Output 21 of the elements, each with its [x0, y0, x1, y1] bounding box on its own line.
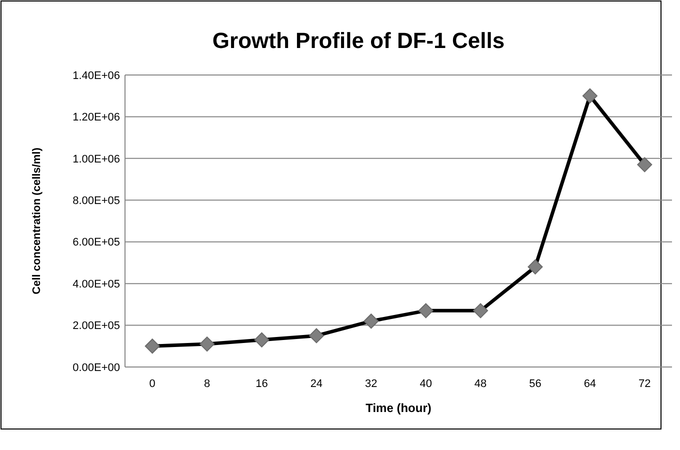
y-tick-label: 4.00E+05 [72, 278, 120, 290]
y-tick-label: 6.00E+05 [72, 236, 120, 249]
y-tick-label: 8.00E+05 [72, 194, 120, 207]
y-tick-label: 1.00E+06 [72, 153, 120, 166]
x-tick-label: 0 [149, 378, 156, 390]
y-tick-label: 1.40E+06 [72, 70, 120, 82]
x-tick-label: 24 [310, 378, 323, 390]
y-tick-label: 0.00E+00 [72, 362, 120, 374]
chart-title: Growth Profile of DF-1 Cells [212, 28, 505, 53]
x-tick-label: 56 [529, 378, 542, 390]
x-tick-label: 72 [638, 378, 651, 390]
x-tick-label: 40 [420, 378, 432, 390]
x-tick-label: 32 [365, 378, 378, 390]
x-tick-label: 64 [584, 378, 596, 390]
y-tick-label: 1.20E+06 [72, 112, 120, 124]
x-tick-label: 8 [204, 378, 210, 390]
y-tick-label: 2.00E+05 [72, 320, 120, 332]
x-tick-label: 16 [256, 378, 268, 390]
y-axis-title: Cell concentration (cells/ml) [31, 147, 43, 294]
x-axis-title: Time (hour) [366, 401, 432, 415]
x-tick-label: 48 [474, 378, 487, 390]
